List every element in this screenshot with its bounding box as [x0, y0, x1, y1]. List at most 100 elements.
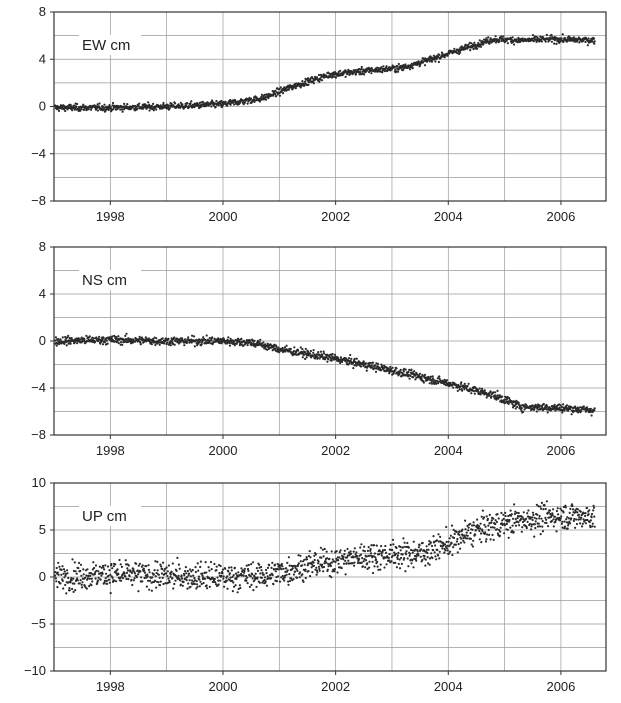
data-point [502, 35, 505, 38]
data-point [466, 537, 469, 540]
data-point [133, 340, 137, 343]
data-point [342, 558, 345, 561]
data-point [486, 517, 489, 521]
data-point [87, 108, 90, 111]
data-point [135, 105, 138, 108]
data-point [285, 573, 288, 576]
data-point [186, 569, 189, 573]
data-point [575, 518, 578, 521]
data-point [511, 517, 515, 520]
data-point [165, 572, 168, 575]
data-point [82, 573, 85, 576]
data-point [125, 105, 128, 108]
data-point [138, 102, 141, 105]
data-point [256, 339, 260, 342]
data-point [391, 548, 394, 552]
y-tick-label: −4 [31, 146, 46, 161]
data-point [532, 40, 535, 43]
data-point [410, 562, 413, 565]
data-point [523, 408, 526, 411]
data-point [270, 577, 273, 580]
data-point [161, 576, 164, 580]
data-point [423, 557, 426, 560]
data-point [446, 54, 449, 57]
data-point [469, 522, 472, 525]
data-point [563, 520, 566, 523]
data-point [198, 578, 201, 581]
data-point [194, 579, 197, 582]
data-point [514, 524, 518, 527]
data-point [315, 573, 318, 576]
data-point [104, 564, 107, 567]
data-point [501, 395, 504, 398]
data-point [233, 566, 236, 569]
data-point [295, 576, 299, 580]
data-point [159, 563, 162, 566]
data-point [263, 346, 267, 349]
data-point [457, 543, 460, 546]
data-point [385, 65, 388, 68]
data-point [261, 581, 264, 584]
data-point [590, 40, 594, 43]
data-point [385, 551, 388, 554]
data-point [451, 384, 454, 387]
data-point [312, 349, 315, 352]
data-point [498, 529, 501, 532]
data-point [200, 105, 203, 108]
data-point [576, 508, 579, 511]
data-point [430, 60, 434, 63]
data-point [102, 337, 105, 340]
data-point [150, 104, 153, 107]
data-point [591, 525, 594, 528]
data-point [476, 388, 479, 391]
data-point [277, 568, 280, 571]
data-point [57, 109, 61, 112]
data-point [582, 512, 586, 515]
data-point [553, 407, 556, 410]
data-point [299, 560, 302, 563]
panel-ew: 8 4 0 −4 −8 1998 2000 2002 2004 2006 EW cm [31, 4, 607, 224]
data-point [340, 567, 343, 570]
data-point [572, 519, 576, 523]
data-point [67, 334, 70, 337]
data-point [438, 550, 441, 553]
data-point [361, 565, 364, 568]
data-point [593, 407, 596, 410]
data-point [496, 389, 499, 392]
data-point [395, 552, 398, 555]
data-point [213, 338, 216, 341]
data-point [228, 572, 231, 575]
data-point [488, 42, 491, 45]
data-point [209, 560, 213, 564]
data-point [278, 580, 282, 583]
data-point [509, 526, 512, 529]
data-point [280, 576, 283, 579]
data-point [516, 405, 519, 408]
data-point [282, 567, 285, 570]
data-point [137, 564, 140, 567]
data-point [470, 42, 473, 45]
data-point [529, 517, 532, 520]
data-point [200, 582, 203, 586]
panel-label-backdrop [79, 506, 141, 526]
panel-label: NS cm [82, 272, 127, 289]
data-point [436, 377, 439, 380]
y-tick-label: 0 [39, 569, 46, 584]
data-point [567, 517, 571, 520]
data-point [243, 101, 246, 104]
data-point [110, 337, 113, 340]
data-point [337, 559, 340, 562]
data-point [184, 566, 187, 569]
data-point [538, 517, 541, 520]
data-point [359, 546, 362, 549]
data-point [396, 70, 400, 73]
data-point [192, 574, 195, 577]
data-point [473, 41, 476, 44]
data-point [129, 570, 132, 573]
data-point [215, 569, 218, 572]
data-point [111, 580, 115, 584]
data-point [452, 536, 456, 540]
data-point [512, 531, 515, 534]
data-point [411, 559, 414, 562]
data-point [260, 95, 263, 98]
